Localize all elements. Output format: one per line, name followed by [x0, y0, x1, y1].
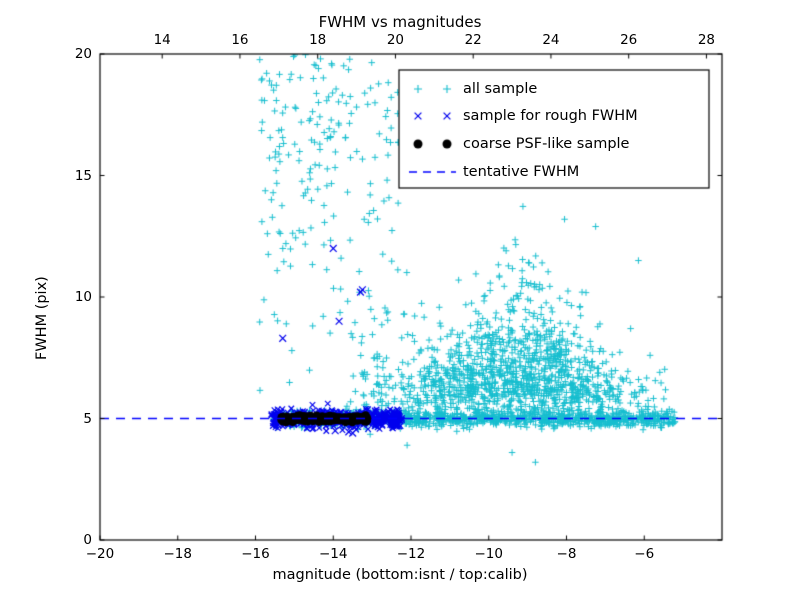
y-tick-label: 10: [74, 289, 92, 305]
chart-title: FWHM vs magnitudes: [318, 13, 482, 31]
x-tick-label-bottom: −14: [319, 546, 348, 562]
y-tick-label: 20: [74, 46, 92, 62]
x-tick-label-bottom: −16: [241, 546, 270, 562]
x-tick-label-bottom: −18: [163, 546, 193, 562]
x-tick-label-top: 16: [231, 32, 249, 48]
x-tick-label-top: 26: [620, 32, 638, 48]
legend-label: tentative FWHM: [463, 164, 580, 180]
x-tick-label-bottom: −10: [474, 546, 504, 562]
legend-label: all sample: [463, 81, 538, 97]
x-tick-label-bottom: −8: [556, 546, 577, 562]
x-tick-label-bottom: −12: [396, 546, 426, 562]
x-tick-label-top: 18: [309, 32, 327, 48]
x-tick-label-bottom: −20: [85, 546, 115, 562]
x-tick-label-top: 22: [464, 32, 482, 48]
legend-label: coarse PSF-like sample: [463, 136, 630, 152]
x-tick-label-top: 14: [153, 32, 171, 48]
x-tick-label-top: 28: [697, 32, 716, 48]
x-tick-label-top: 24: [542, 32, 560, 48]
x-axis-label: magnitude (bottom:isnt / top:calib): [272, 567, 528, 583]
x-tick-label-bottom: −6: [634, 546, 655, 562]
y-tick-label: 15: [74, 167, 92, 184]
y-tick-label: 0: [83, 532, 92, 548]
y-tick-label: 5: [83, 410, 92, 427]
x-tick-label-top: 20: [386, 32, 405, 48]
y-axis-label: FWHM (pix): [34, 276, 50, 360]
legend-label: sample for rough FWHM: [463, 108, 638, 124]
